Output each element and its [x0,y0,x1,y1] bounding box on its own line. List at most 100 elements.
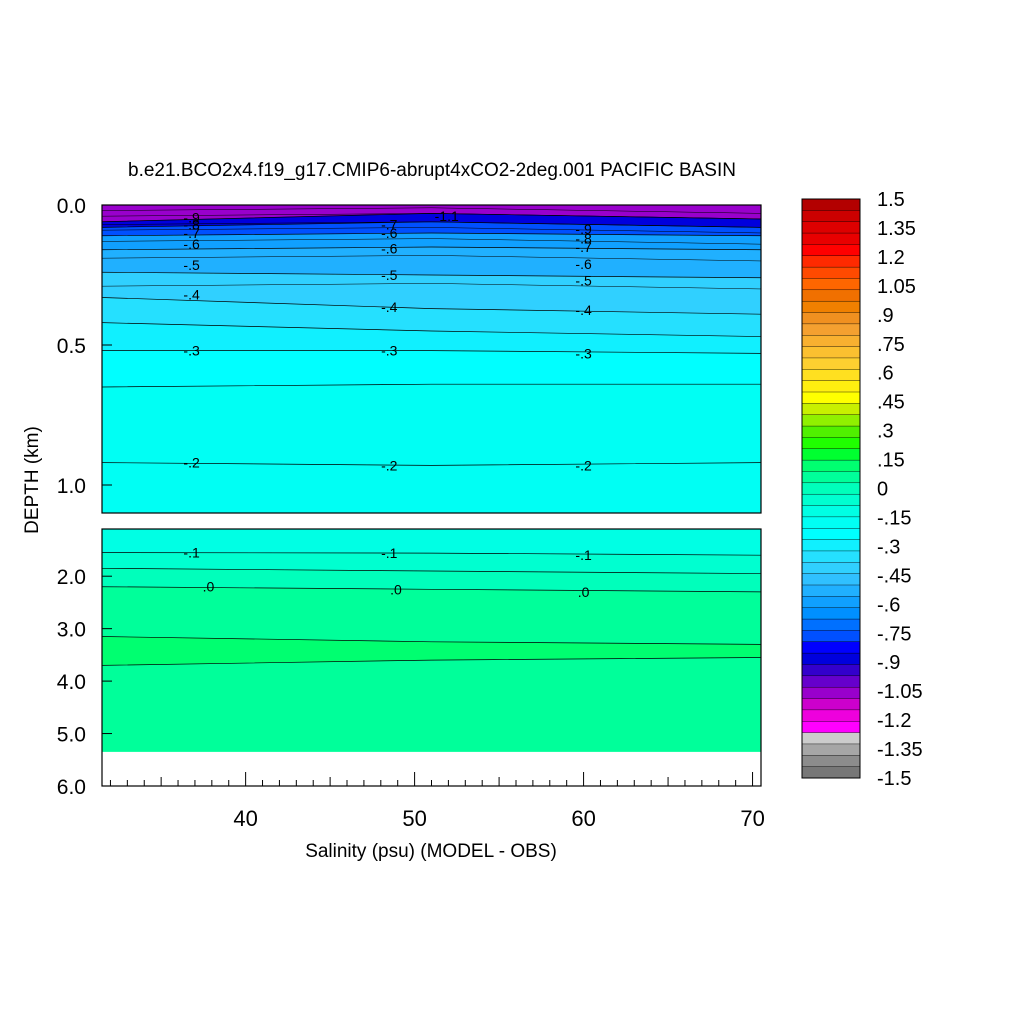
colorbar-label-14: -.6 [877,594,900,616]
upper-contour-line-5 [102,297,761,315]
colorbar-swatch-6 [801,266,861,279]
colorbar-swatch-27 [801,505,861,518]
lower-panel-fill [102,529,761,786]
contour-label-26: -.1 [575,547,592,563]
colorbar-swatch-18 [801,403,861,416]
colorbar-label-19: -1.35 [877,739,923,761]
lower-y-tick-label-1: 3.0 [57,619,86,642]
contour-label-28: .0 [390,581,402,597]
contour-label-25: -.1 [381,545,398,561]
contour-label-12: -.4 [381,299,398,315]
colorbar-swatch-20 [801,425,861,438]
colorbar-swatch-48 [801,743,861,756]
colorbar-swatch-16 [801,380,861,393]
contour-label-16: -.9 [575,221,592,237]
upper-panel-fill [102,205,761,513]
colorbar-swatch-10 [801,312,861,325]
lower-y-tick-label-4: 6.0 [57,776,86,799]
upper-panel-contours [102,207,761,466]
contour-label-15: -1.1 [435,208,459,224]
colorbar-swatch-12 [801,335,861,348]
contour-label-2: -.7 [183,225,200,241]
contour-label-0: -.9 [183,210,200,226]
colorbar-swatch-38 [801,630,861,643]
contour-label-13: -.3 [381,343,398,359]
colorbar-label-13: -.45 [877,565,911,587]
colorbar-swatch-9 [801,300,861,314]
upper-contour-line-2 [102,232,761,237]
colorbar-swatch-19 [801,414,861,427]
colorbar-frame [801,198,861,779]
colorbar-swatch-45 [801,709,861,722]
colorbar-label-2: 1.2 [877,247,905,269]
lower-y-tick-label-2: 4.0 [57,671,86,694]
colorbar-swatch-5 [801,255,861,268]
upper-contour-line-4 [102,271,761,279]
contour-label-29: .0 [578,584,590,600]
y-axis-label: DEPTH (km) [22,426,43,534]
colorbar-swatch-28 [801,516,861,529]
colorbar-swatch-47 [801,732,861,745]
colorbar-label-1: 1.35 [877,218,916,240]
colorbar-swatch-7 [801,278,861,291]
contour-label-22: -.3 [575,345,592,361]
upper-dense-contour-5 [102,255,761,262]
colorbar-swatch-33 [801,573,861,586]
colorbar-swatch-4 [801,244,861,257]
colorbar-swatch-29 [801,528,861,541]
upper-y-tick-label-0: 0.0 [57,195,86,218]
contour-label-9: -.6 [381,225,398,241]
colorbar-label-12: -.3 [877,536,900,558]
contour-label-8: -.7 [381,217,398,233]
colorbar-label-17: -1.05 [877,681,923,703]
lower-y-tick-label-0: 2.0 [57,566,86,589]
colorbar-label-6: .6 [877,363,894,385]
colorbar: 1.5 1.35 1.2 1.05 .9 .75 .6 .45 .3 .15 0 -.15 -.3 -.4… [801,189,923,790]
x-tick-label-0: 40 [233,806,257,831]
upper-panel-frame [101,204,762,514]
contour-label-20: -.5 [575,273,592,289]
contour-label-1: -.8 [183,217,200,233]
contour-label-23: -.2 [575,457,592,473]
upper-band-9 [102,383,761,466]
colorbar-swatch-11 [801,323,861,336]
contour-label-14: -.2 [381,457,398,473]
upper-dense-contour-3 [102,227,761,234]
colorbar-swatch-8 [801,289,861,302]
colorbar-swatch-13 [801,346,861,359]
contour-labels: -.9-.8-.7-.6-.5-.4-.3-.2-.7-.6-.6-.5-.4-… [183,208,592,600]
colorbar-swatch-36 [801,607,861,620]
upper-dense-contour-6 [102,283,761,290]
lower-contour-line-2 [102,586,761,593]
lower-contour-line-1 [102,567,761,574]
colorbar-swatch-30 [801,539,861,552]
colorbar-swatch-14 [801,357,861,370]
colorbar-label-18: -1.2 [877,710,911,732]
colorbar-label-15: -.75 [877,623,911,645]
contour-label-27: .0 [203,579,215,595]
contour-label-6: -.3 [183,343,200,359]
colorbar-swatch-22 [801,448,861,461]
lower-contour-line-3 [102,636,761,645]
lower-y-tick-label-3: 5.0 [57,724,86,747]
contour-label-4: -.5 [183,257,200,273]
contour-label-5: -.4 [183,287,200,303]
upper-dense-contour-2 [102,221,761,228]
colorbar-swatch-34 [801,584,861,597]
colorbar-swatch-1 [801,210,861,223]
colorbar-label-16: -.9 [877,652,900,674]
colorbar-swatch-35 [801,596,861,609]
colorbar-swatch-50 [801,766,861,779]
upper-y-tick-label-1: 0.5 [57,335,86,358]
upper-dense-contour-4 [102,238,761,245]
x-axis: 40 50 60 70 [109,772,765,831]
colorbar-swatch-49 [801,755,861,768]
upper-dense-contour-0 [102,207,761,214]
colorbar-swatch-44 [801,698,861,711]
colorbar-swatch-15 [801,369,861,382]
x-tick-label-2: 60 [571,806,595,831]
upper-y-tick-label-2: 1.0 [57,475,86,498]
contour-label-3: -.6 [183,236,200,252]
colorbar-label-0: 1.5 [877,189,905,211]
contour-label-17: -.8 [575,231,592,247]
